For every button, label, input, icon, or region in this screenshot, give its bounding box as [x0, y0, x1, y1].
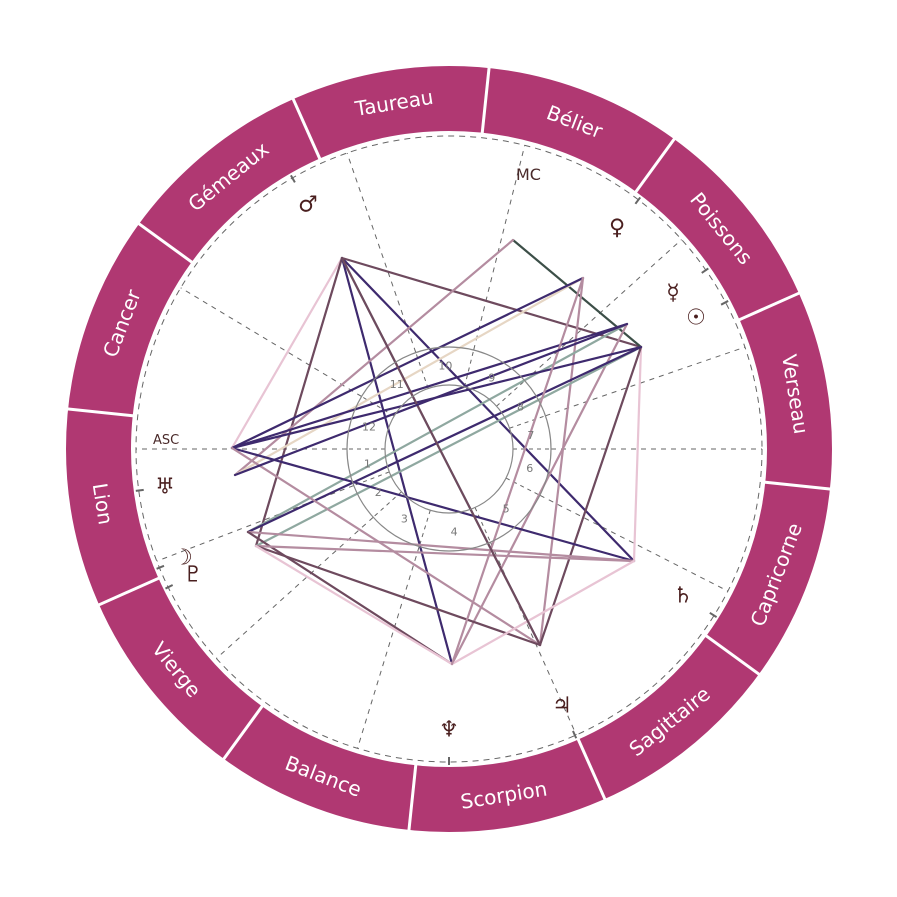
inner-circle — [346, 346, 552, 552]
sign-divider — [97, 576, 161, 607]
aspect-line — [233, 322, 629, 477]
sign-divider — [480, 66, 491, 134]
aspect-line — [254, 345, 643, 548]
house-number: 2 — [375, 486, 382, 499]
uranus-icon: ♅ — [155, 475, 175, 500]
planet-tick — [701, 267, 709, 274]
aspect-line — [450, 559, 636, 666]
house-number: 8 — [517, 400, 524, 413]
house-cusps — [135, 135, 763, 765]
planet-tick — [720, 300, 729, 306]
house-number: 10 — [438, 360, 452, 373]
mars-icon: ♂ — [298, 193, 318, 218]
planet-tick — [572, 730, 578, 739]
planet-tick — [634, 196, 642, 205]
sun-icon: ☉ — [686, 306, 706, 331]
aspect-line — [233, 238, 515, 477]
planet-tick — [156, 564, 165, 570]
aspect-line — [254, 544, 454, 666]
aspect-line — [254, 256, 344, 548]
house-number: 11 — [390, 378, 404, 391]
aspect-line — [246, 530, 636, 563]
aspect-lines — [230, 238, 643, 666]
house-number: 1 — [364, 458, 371, 471]
angle-labels: ASC MC — [153, 165, 541, 448]
zodiac-ring: BélierPoissonsVerseauCapricorneSagittair… — [66, 66, 832, 832]
planet-glyphs: ♂ ♀ ☿☉ ♅ ☽♇ ♄ ♃ ♆ — [155, 193, 706, 743]
sign-divider — [704, 634, 761, 676]
house-number: 3 — [401, 513, 408, 526]
aspect-line — [230, 446, 636, 563]
jupiter-icon: ♃ — [552, 694, 572, 719]
pluto-icon: ♇ — [183, 563, 203, 588]
neptune-icon: ♆ — [439, 718, 459, 743]
house-number: 7 — [527, 429, 534, 442]
sign-divider — [634, 137, 676, 194]
house-number: 4 — [451, 525, 458, 538]
house-cusp-inner — [496, 380, 526, 407]
sign-divider — [576, 737, 607, 801]
sign-divider — [764, 480, 832, 491]
mc-label: MC — [516, 165, 541, 184]
venus-icon: ♀ — [609, 216, 625, 241]
saturn-icon: ♄ — [673, 584, 693, 609]
mercury-icon: ☿ — [666, 281, 680, 306]
moon-icon: ☽ — [173, 546, 193, 571]
house-cusp-inner — [372, 491, 402, 518]
house-cusp-inner — [415, 352, 429, 389]
house-cusp-inner — [474, 507, 491, 543]
house-cusp-inner — [418, 510, 431, 547]
aspect-line — [233, 276, 585, 477]
planet-tick — [165, 584, 174, 590]
aspect-line — [230, 276, 585, 450]
sign-divider — [137, 222, 194, 264]
sign-divider — [407, 764, 418, 832]
aspect-line — [538, 345, 643, 647]
sign-divider — [291, 97, 322, 161]
house-number: 9 — [488, 371, 495, 384]
aspect-line — [230, 256, 344, 450]
aspect-line — [254, 544, 542, 647]
aspect-line — [538, 276, 585, 647]
house-cusp — [216, 516, 374, 659]
aspect-line — [230, 446, 542, 647]
house-cusp-inner — [353, 471, 390, 487]
house-cusp-inner — [463, 349, 475, 388]
aspect-line — [340, 256, 542, 647]
aspect-line — [450, 276, 585, 666]
house-number: 6 — [526, 462, 533, 475]
core-circle — [384, 384, 514, 514]
sign-divider — [66, 407, 134, 418]
house-cusp-inner — [505, 477, 541, 496]
aspect-line — [340, 256, 643, 349]
house-cusp-inner — [509, 415, 546, 429]
asc-label: ASC — [153, 433, 179, 448]
house-cusp-inner — [361, 396, 395, 417]
planet-tick — [135, 488, 144, 492]
aspect-line — [450, 322, 629, 666]
planet-tick — [290, 174, 296, 183]
sign-divider — [737, 291, 801, 322]
planet-tick — [709, 611, 718, 618]
house-number: 5 — [503, 503, 510, 516]
house-cusp — [524, 239, 682, 382]
sign-divider — [222, 704, 264, 761]
aspect-line — [246, 322, 629, 534]
ring-band — [66, 66, 832, 832]
house-cusp — [357, 546, 420, 749]
aspect-line — [632, 345, 643, 563]
dashed-circle — [135, 135, 763, 763]
house-number: 12 — [362, 420, 376, 433]
aspect-line — [254, 544, 636, 563]
